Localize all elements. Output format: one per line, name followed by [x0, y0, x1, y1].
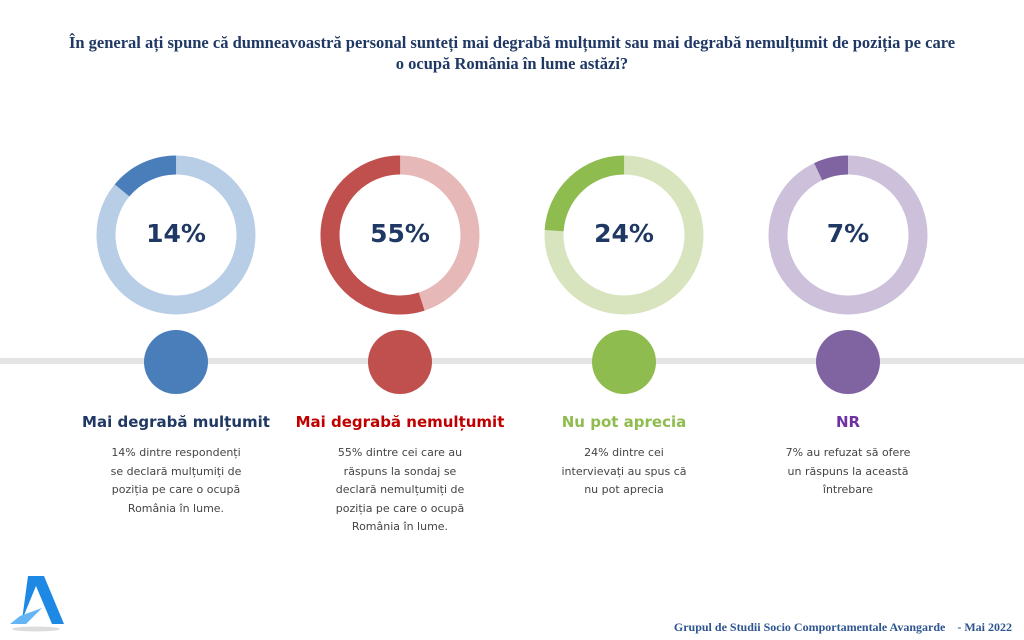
category-label: Mai degrabă mulțumit: [82, 413, 270, 431]
donut-chart-nr: [768, 155, 928, 315]
title-line-2: o ocupă România în lume astăzi?: [395, 54, 629, 73]
category-description: 14% dintre respondenți se declară mulțum…: [110, 446, 242, 515]
marker-dot: [144, 330, 208, 394]
marker-dot: [816, 330, 880, 394]
donut-chart-nu-pot-aprecia: [544, 155, 704, 315]
category-description: 7% au refuzat să ofere un răspuns la ace…: [785, 446, 911, 496]
footer-credit: Grupul de Studii Socio Comportamentale A…: [674, 620, 1012, 635]
marker-dot: [368, 330, 432, 394]
donut-slice: [96, 155, 256, 315]
percentage-value: 14%: [146, 219, 206, 248]
page-title: În general ați spune că dumneavoastră pe…: [0, 32, 1024, 74]
item-nr: 7% NR 7% au refuzat să ofere un răspuns …: [728, 0, 968, 560]
donut-track: [768, 155, 928, 315]
footer-organization: Grupul de Studii Socio Comportamentale A…: [673, 620, 946, 634]
percentage-value: 55%: [370, 219, 430, 248]
item-nemultumit: 55% Mai degrabă nemulțumit 55% dintre ce…: [280, 0, 520, 560]
footer-date: - Mai 2022: [957, 620, 1012, 634]
timeline-bar: [0, 358, 1024, 364]
title-line-1: În general ați spune că dumneavoastră pe…: [68, 33, 956, 52]
marker-dot: [592, 330, 656, 394]
donut-chart-multumit: [96, 155, 256, 315]
category-description: 55% dintre cei care au răspuns la sondaj…: [335, 446, 465, 533]
item-nu-pot-aprecia: 24% Nu pot aprecia 24% dintre cei interv…: [504, 0, 744, 560]
percentage-value: 7%: [826, 219, 870, 248]
item-multumit: 14% Mai degrabă mulțumit 14% dintre resp…: [56, 0, 296, 560]
category-label: Nu pot aprecia: [561, 413, 687, 431]
avangarde-logo-icon: [6, 572, 66, 632]
percentage-value: 24%: [594, 219, 654, 248]
category-description: 24% dintre cei intervievați au spus că n…: [561, 446, 687, 496]
donut-chart-nemultumit: [320, 155, 480, 315]
category-label: Mai degrabă nemulțumit: [295, 413, 505, 431]
category-label: NR: [835, 413, 861, 431]
